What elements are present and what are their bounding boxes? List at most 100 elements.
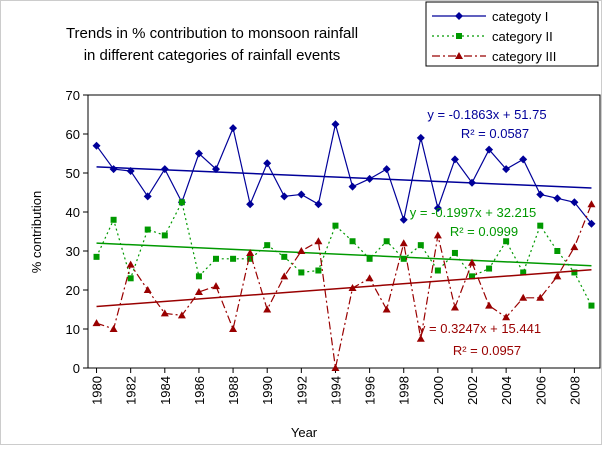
data-point: [468, 258, 476, 266]
data-point: [348, 284, 357, 292]
data-point: [126, 260, 135, 268]
data-point: [399, 215, 408, 224]
data-point: [416, 334, 425, 342]
data-point: [109, 325, 118, 332]
data-point: [92, 319, 101, 327]
data-point: [229, 124, 238, 133]
data-point: [587, 200, 596, 208]
data-point: [519, 155, 528, 164]
legend-marker: [456, 33, 462, 39]
data-point: [194, 287, 203, 295]
data-point: [110, 216, 117, 223]
trend-line: [96, 242, 592, 267]
data-point: [502, 313, 511, 321]
data-point: [280, 192, 289, 201]
y-tick-label: 10: [66, 322, 80, 337]
x-tick-label: 2000: [431, 376, 446, 405]
x-tick-label: 1982: [124, 376, 139, 405]
data-point: [297, 190, 306, 199]
data-point: [126, 167, 135, 176]
data-point: [503, 238, 510, 245]
x-tick-label: 2002: [465, 376, 480, 405]
y-axis-label: % contribution: [29, 191, 44, 273]
plot-area: [87, 94, 601, 369]
data-point: [109, 165, 118, 174]
data-point: [247, 255, 254, 262]
data-point: [399, 239, 408, 247]
series-line: [96, 203, 593, 369]
y-tick-label: 40: [66, 205, 80, 220]
data-point: [536, 293, 545, 301]
legend-label: categoty I: [492, 9, 548, 24]
data-point: [194, 149, 203, 158]
data-point: [263, 305, 272, 313]
data-point: [450, 303, 459, 311]
data-point: [143, 192, 152, 201]
data-point: [382, 165, 391, 174]
data-point: [332, 222, 339, 229]
y-tick-label: 50: [66, 166, 80, 181]
y-tick-label: 0: [73, 361, 80, 376]
x-tick-label: 2004: [499, 376, 514, 405]
legend-label: category III: [492, 49, 556, 64]
data-point: [195, 273, 202, 280]
data-point: [298, 269, 305, 276]
data-point: [297, 247, 306, 254]
data-point: [246, 200, 255, 209]
data-point: [331, 120, 340, 129]
data-point: [160, 309, 169, 317]
x-tick-label: 2008: [567, 376, 582, 405]
x-tick-label: 1984: [158, 376, 173, 405]
x-tick-label: 1990: [260, 376, 275, 405]
data-point: [400, 255, 407, 262]
data-point: [177, 311, 186, 319]
data-point: [160, 165, 169, 174]
data-point: [280, 272, 289, 280]
data-point: [92, 141, 101, 150]
x-tick-label: 1992: [294, 376, 309, 405]
data-point: [382, 305, 391, 313]
x-tick-label: 1994: [328, 376, 343, 405]
data-point: [433, 231, 442, 239]
data-point: [553, 194, 562, 203]
legend-label: category II: [492, 29, 553, 44]
data-point: [469, 273, 475, 280]
data-point: [536, 190, 545, 199]
legend-marker: [455, 12, 463, 20]
data-point: [571, 269, 578, 276]
data-point: [433, 204, 442, 213]
trend-r2: R² = 0.0957: [453, 343, 521, 358]
data-point: [331, 364, 340, 371]
trend-r2: R² = 0.0999: [450, 224, 518, 239]
data-point: [314, 200, 323, 209]
x-tick-label: 1986: [192, 376, 207, 405]
x-tick-label: 1996: [363, 376, 378, 405]
y-tick-label: 20: [66, 283, 80, 298]
x-tick-label: 1988: [226, 376, 241, 405]
data-point: [553, 272, 562, 280]
data-point: [588, 302, 595, 309]
chart-title: in different categories of rainfall even…: [84, 47, 341, 64]
data-point: [485, 145, 494, 154]
data-point: [451, 249, 458, 256]
data-point: [212, 165, 220, 174]
data-point: [570, 198, 579, 207]
data-point: [348, 182, 357, 191]
x-tick-label: 2006: [533, 376, 548, 405]
x-axis-label: Year: [291, 425, 318, 440]
series-line: [95, 200, 593, 306]
data-point: [264, 242, 271, 249]
x-tick-label: 1980: [90, 376, 105, 405]
data-point: [229, 325, 238, 332]
data-point: [554, 248, 561, 254]
series-line: [96, 124, 592, 225]
x-tick-label: 1998: [397, 376, 412, 405]
data-point: [450, 155, 459, 164]
legend-box: [425, 1, 599, 67]
y-tick-label: 30: [66, 244, 80, 259]
trend-r2: R² = 0.0587: [461, 126, 529, 141]
data-point: [485, 301, 494, 309]
data-point: [587, 219, 596, 228]
data-point: [212, 282, 220, 290]
